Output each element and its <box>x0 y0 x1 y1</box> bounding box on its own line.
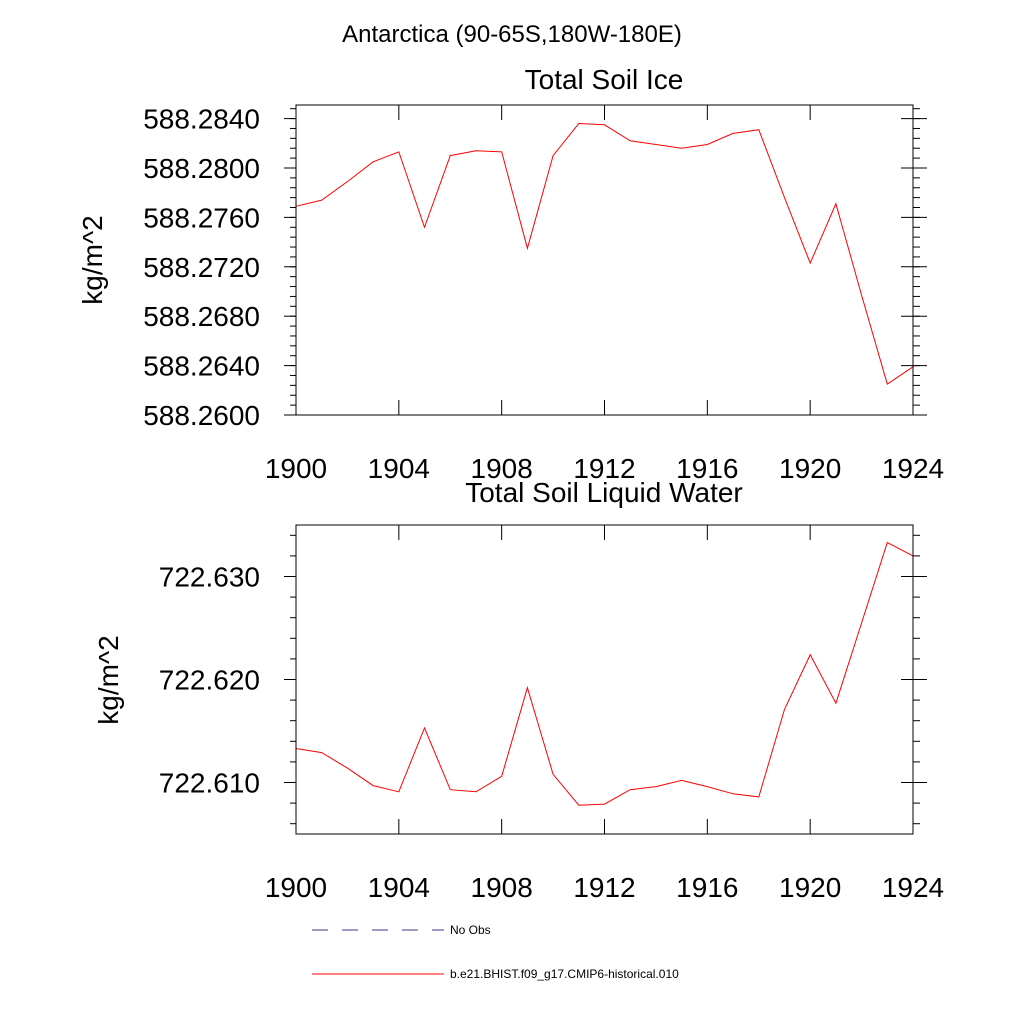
y-tick-label: 722.630 <box>159 562 260 593</box>
soil-liquid-panel: Total Soil Liquid Water kg/m^2 722.61072… <box>93 477 944 903</box>
figure-suptitle: Antarctica (90-65S,180W-180E) <box>342 21 682 48</box>
legend-entry-model: b.e21.BHIST.f09_g17.CMIP6-historical.010 <box>312 967 679 981</box>
x-tick-label: 1900 <box>265 453 327 484</box>
soil-ice-xtick-labels: 1900 1904 1908 1912 1916 1920 1924 <box>265 453 944 484</box>
x-tick-label: 1924 <box>882 453 944 484</box>
soil-ice-ytick-labels: 588.2600 588.2640 588.2680 588.2720 588.2760… <box>143 104 260 431</box>
x-tick-label: 1916 <box>676 872 738 903</box>
y-tick-label: 588.2680 <box>143 301 260 332</box>
soil-ice-ticks <box>284 105 927 416</box>
y-tick-label: 588.2600 <box>143 400 260 431</box>
soil-liquid-plot-frame <box>295 524 914 835</box>
legend-label-no-obs: No Obs <box>450 923 491 937</box>
x-tick-label: 1924 <box>882 872 944 903</box>
soil-ice-series-line <box>295 122 914 385</box>
y-tick-label: 722.620 <box>159 665 260 696</box>
soil-liquid-title: Total Soil Liquid Water <box>465 477 743 508</box>
x-tick-label: 1908 <box>471 872 533 903</box>
soil-liquid-series <box>295 541 914 806</box>
y-tick-label: 588.2800 <box>143 153 260 184</box>
x-tick-label: 1912 <box>573 872 635 903</box>
x-tick-label: 1916 <box>676 453 738 484</box>
soil-liquid-ytick-labels: 722.610 722.620 722.630 <box>159 562 260 799</box>
y-tick-label: 588.2840 <box>143 104 260 135</box>
soil-ice-title: Total Soil Ice <box>525 64 684 95</box>
x-tick-label: 1912 <box>573 453 635 484</box>
soil-liquid-ticks <box>284 525 927 834</box>
soil-ice-ylabel: kg/m^2 <box>77 215 108 304</box>
y-tick-label: 722.610 <box>159 768 260 799</box>
soil-ice-plot-frame <box>295 104 914 416</box>
soil-liquid-xtick-labels: 1900 1904 1908 1912 1916 1920 1924 <box>265 872 944 903</box>
soil-ice-panel: Total Soil Ice kg/m^2 588.2600588.264058… <box>77 64 944 484</box>
soil-ice-series <box>295 122 914 385</box>
x-tick-label: 1920 <box>779 453 841 484</box>
y-tick-label: 588.2760 <box>143 202 260 233</box>
x-tick-label: 1904 <box>368 872 430 903</box>
legend: No Obs b.e21.BHIST.f09_g17.CMIP6-histori… <box>312 923 679 981</box>
y-tick-label: 588.2720 <box>143 252 260 283</box>
x-tick-label: 1920 <box>779 872 841 903</box>
x-tick-label: 1904 <box>368 453 430 484</box>
soil-liquid-series-line <box>295 541 914 806</box>
x-tick-label: 1908 <box>471 453 533 484</box>
legend-label-model: b.e21.BHIST.f09_g17.CMIP6-historical.010 <box>450 967 679 981</box>
y-tick-label: 588.2640 <box>143 351 260 382</box>
legend-entry-no-obs: No Obs <box>312 923 491 937</box>
x-tick-label: 1900 <box>265 872 327 903</box>
soil-liquid-ylabel: kg/m^2 <box>93 635 124 724</box>
